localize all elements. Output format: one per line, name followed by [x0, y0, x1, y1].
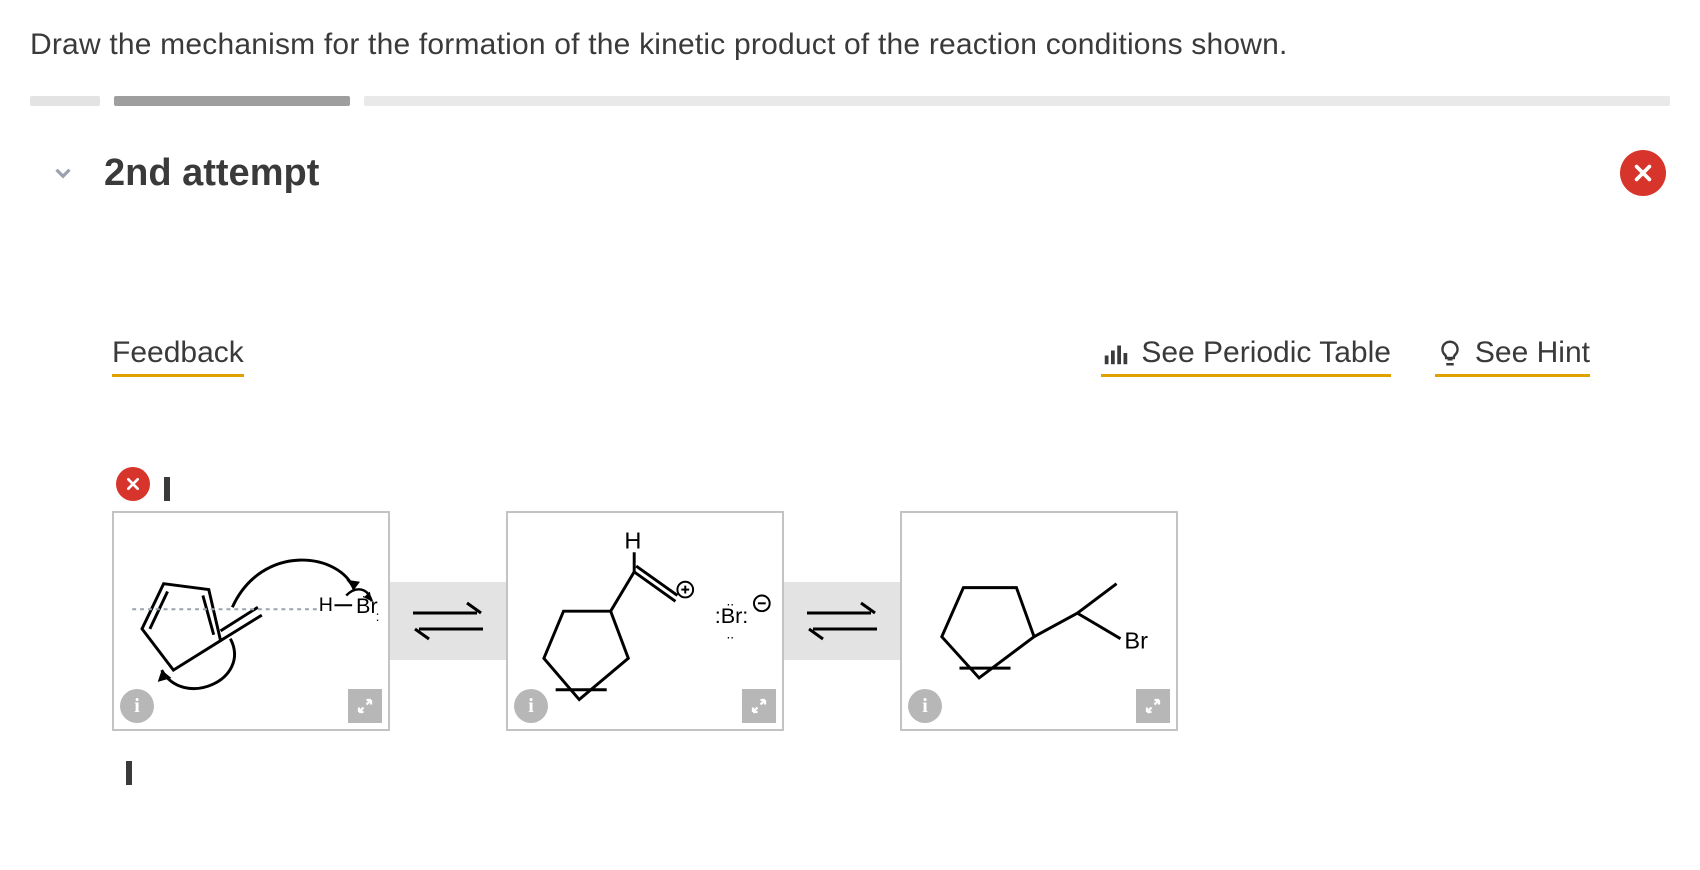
lightbulb-icon — [1435, 338, 1465, 368]
links-row: Feedback See Periodic Table See Hint — [112, 336, 1590, 377]
progress-divider — [0, 96, 1700, 106]
svg-text:H: H — [319, 594, 333, 616]
see-hint-label: See Hint — [1475, 336, 1590, 370]
periodic-table-link[interactable]: See Periodic Table — [1101, 336, 1391, 377]
feedback-link[interactable]: Feedback — [112, 336, 244, 377]
info-icon[interactable]: i — [514, 689, 548, 723]
mechanism-panel-2[interactable]: H :Br: .. .. i — [506, 511, 784, 731]
equilibrium-arrow-2 — [782, 582, 902, 660]
attempt-title: 2nd attempt — [104, 152, 319, 195]
expand-icon[interactable] — [348, 689, 382, 723]
mechanism-panel-3[interactable]: Br i — [900, 511, 1178, 731]
info-icon[interactable]: i — [120, 689, 154, 723]
periodic-table-label: See Periodic Table — [1141, 336, 1391, 370]
question-prompt: Draw the mechanism for the formation of … — [0, 0, 1700, 96]
info-icon[interactable]: i — [908, 689, 942, 723]
diagram-step2: H :Br: .. .. — [508, 513, 782, 729]
label-H: H — [624, 527, 641, 553]
bar-chart-icon — [1101, 338, 1131, 368]
attempt-header: 2nd attempt — [0, 106, 1700, 216]
diagram-step3: Br — [902, 513, 1176, 729]
see-hint-link[interactable]: See Hint — [1435, 336, 1590, 377]
step-status-row — [112, 467, 1590, 511]
equilibrium-arrow-1 — [388, 582, 508, 660]
caret-marker-bottom — [126, 761, 132, 785]
incorrect-badge-icon — [1620, 150, 1666, 196]
svg-text:..: .. — [726, 593, 734, 608]
svg-text::: : — [376, 609, 380, 624]
svg-text:..: .. — [726, 627, 734, 642]
expand-icon[interactable] — [742, 689, 776, 723]
label-Br: Br — [1124, 627, 1148, 653]
expand-icon[interactable] — [1136, 689, 1170, 723]
caret-marker — [164, 477, 170, 501]
mechanism-row: H Br : .. i — [112, 511, 1590, 731]
chevron-down-icon[interactable] — [48, 158, 78, 188]
mechanism-panel-1[interactable]: H Br : .. i — [112, 511, 390, 731]
diagram-step1: H Br : .. — [114, 513, 388, 729]
step-incorrect-icon — [116, 467, 150, 501]
